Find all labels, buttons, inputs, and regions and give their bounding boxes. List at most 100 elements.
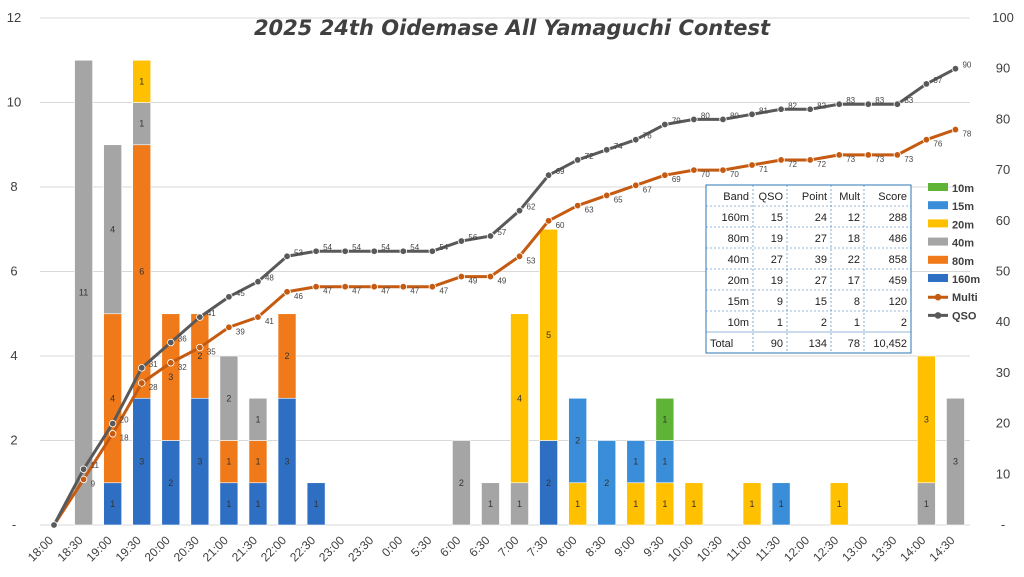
bar-label: 1 <box>691 499 696 509</box>
x-tick-label: 19:30 <box>113 533 144 564</box>
point-QSO <box>341 247 349 255</box>
point-label: 70 <box>701 170 710 179</box>
table-cell: 1 <box>854 317 860 329</box>
bar-20m <box>917 355 936 484</box>
legend-swatch-40m <box>928 237 948 246</box>
point-QSO <box>50 521 58 529</box>
point-QSO <box>79 465 88 473</box>
point-label: 53 <box>294 248 303 257</box>
x-tick-label: 23:00 <box>316 533 347 564</box>
bar-40m <box>481 482 500 526</box>
table-header-cell: Mult <box>839 191 860 203</box>
bar-label: 1 <box>255 457 260 467</box>
point-label: 76 <box>933 140 942 149</box>
bar-label: 1 <box>255 499 260 509</box>
x-tick-label: 22:00 <box>258 533 289 564</box>
point-QSO <box>370 247 378 255</box>
point-label: 48 <box>265 274 274 283</box>
left-tick-label: 8 <box>10 179 17 194</box>
point-QSO <box>922 80 931 88</box>
point-label: 63 <box>585 206 594 215</box>
point-Multi <box>399 283 407 291</box>
point-label: 72 <box>817 160 826 169</box>
table-cell: 27 <box>815 275 827 287</box>
x-tick-label: 20:30 <box>171 533 202 564</box>
bar-label: 1 <box>226 499 231 509</box>
point-label: 47 <box>381 287 390 296</box>
point-QSO <box>283 252 291 260</box>
point-QSO <box>428 247 437 255</box>
point-Multi <box>777 156 785 164</box>
point-QSO <box>167 338 175 347</box>
point-Multi <box>283 288 291 296</box>
bar-label: 1 <box>662 499 667 509</box>
point-label: 83 <box>904 96 913 105</box>
bar-20m <box>684 482 704 526</box>
x-tick-label: 18:30 <box>55 533 86 564</box>
point-label: 47 <box>323 287 332 296</box>
x-tick-label: 18:00 <box>25 533 56 564</box>
point-label: 72 <box>788 160 797 169</box>
point-label: 69 <box>672 175 681 184</box>
table-cell: 8 <box>854 296 860 308</box>
bar-label: 1 <box>662 414 667 424</box>
table-cell: 120 <box>889 296 907 308</box>
point-Multi <box>951 125 960 134</box>
bar-80m <box>277 313 297 399</box>
table-cell: 15 <box>815 296 827 308</box>
point-label: 54 <box>352 243 361 252</box>
line-QSO <box>52 67 957 526</box>
table-cell: 9 <box>777 296 783 308</box>
bar-20m <box>132 59 152 103</box>
point-label: 31 <box>149 360 158 369</box>
point-Multi <box>603 191 611 200</box>
point-Multi <box>457 272 466 281</box>
table-cell: 27 <box>815 233 827 245</box>
point-Multi <box>748 161 756 169</box>
point-Multi <box>544 217 553 225</box>
left-tick-label: 12 <box>7 10 21 25</box>
right-tick-label: - <box>1001 517 1005 532</box>
table-cell: 90 <box>771 338 783 350</box>
bar-label: 1 <box>314 499 319 509</box>
point-QSO <box>719 115 727 124</box>
point-QSO <box>690 115 698 124</box>
bar-label: 3 <box>953 457 958 467</box>
point-Multi <box>225 323 233 331</box>
point-Multi <box>690 166 698 174</box>
x-tick-label: 0:00 <box>379 533 406 560</box>
point-QSO <box>457 237 466 245</box>
bar-label: 1 <box>110 499 115 509</box>
x-tick-label: 12:30 <box>810 533 841 564</box>
bar-label: 3 <box>197 457 202 467</box>
point-label: 36 <box>178 334 187 343</box>
point-QSO <box>515 206 524 215</box>
point-Multi <box>312 283 320 291</box>
table-cell: 27 <box>771 254 783 266</box>
point-Multi <box>835 151 843 159</box>
point-QSO <box>196 313 204 321</box>
table-header-cell: Point <box>802 191 827 203</box>
bar-label: 3 <box>139 457 144 467</box>
left-tick-label: 6 <box>10 264 17 279</box>
table-cell: 10m <box>728 317 749 329</box>
point-label: 20 <box>120 416 129 425</box>
point-QSO <box>138 364 146 372</box>
point-Multi <box>108 430 117 438</box>
x-tick-label: 14:00 <box>897 533 928 564</box>
bar-label: 1 <box>139 76 144 86</box>
table-header-cell: Score <box>878 191 907 203</box>
point-Multi <box>167 359 175 367</box>
table-header-cell: QSO <box>759 191 784 203</box>
point-QSO <box>632 135 640 144</box>
left-tick-label: 10 <box>7 95 21 110</box>
bar-label: 1 <box>255 414 260 424</box>
bar-20m <box>829 482 849 526</box>
point-label: 78 <box>962 130 971 139</box>
point-label: 49 <box>497 277 506 286</box>
bar-160m <box>306 482 326 526</box>
point-QSO <box>806 105 814 113</box>
right-tick-label: 70 <box>996 162 1010 177</box>
